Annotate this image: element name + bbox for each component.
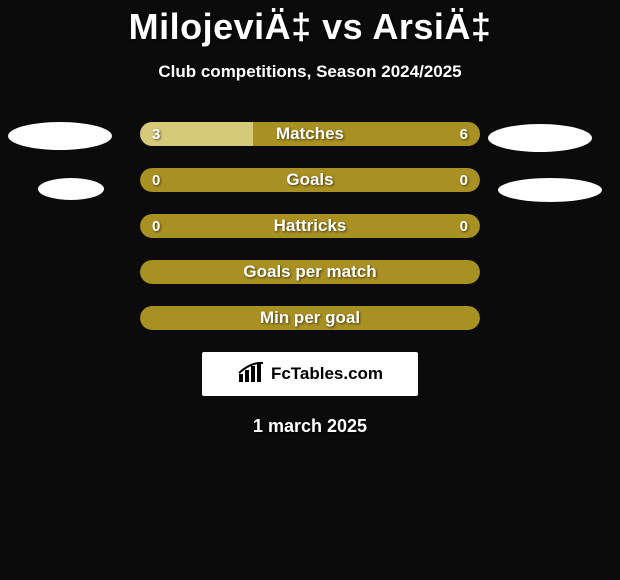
page-title: MilojeviÄ‡ vs ArsiÄ‡ bbox=[0, 0, 620, 48]
page-subtitle: Club competitions, Season 2024/2025 bbox=[0, 62, 620, 82]
stat-bar-right-value: 6 bbox=[460, 122, 468, 146]
stat-bar: Goals0 0 bbox=[140, 168, 480, 192]
stat-bar: Min per goal bbox=[140, 306, 480, 330]
stat-bar-left-value: 0 bbox=[152, 214, 160, 238]
stat-bar: Matches3 6 bbox=[140, 122, 480, 146]
chart-icon bbox=[237, 360, 265, 389]
stat-bar-left-value: 3 bbox=[152, 122, 160, 146]
stat-bar-label: Goals per match bbox=[140, 260, 480, 284]
stat-bar-label: Matches bbox=[140, 122, 480, 146]
decorative-ellipse bbox=[8, 122, 112, 150]
brand-box: FcTables.com bbox=[202, 352, 418, 396]
stat-bar-label: Min per goal bbox=[140, 306, 480, 330]
date-label: 1 march 2025 bbox=[0, 416, 620, 437]
decorative-ellipse bbox=[488, 124, 592, 152]
decorative-ellipse bbox=[498, 178, 602, 202]
stat-bar-left-value: 0 bbox=[152, 168, 160, 192]
decorative-ellipse bbox=[38, 178, 104, 200]
stat-bar-label: Hattricks bbox=[140, 214, 480, 238]
stat-bar: Hattricks0 0 bbox=[140, 214, 480, 238]
comparison-bars: Matches36Goals00Hattricks00Goals per mat… bbox=[0, 122, 620, 330]
stat-bar-label: Goals bbox=[140, 168, 480, 192]
stat-bar-right-value: 0 bbox=[460, 168, 468, 192]
stat-bar: Goals per match bbox=[140, 260, 480, 284]
stat-bar-right-value: 0 bbox=[460, 214, 468, 238]
brand-text: FcTables.com bbox=[271, 364, 383, 384]
